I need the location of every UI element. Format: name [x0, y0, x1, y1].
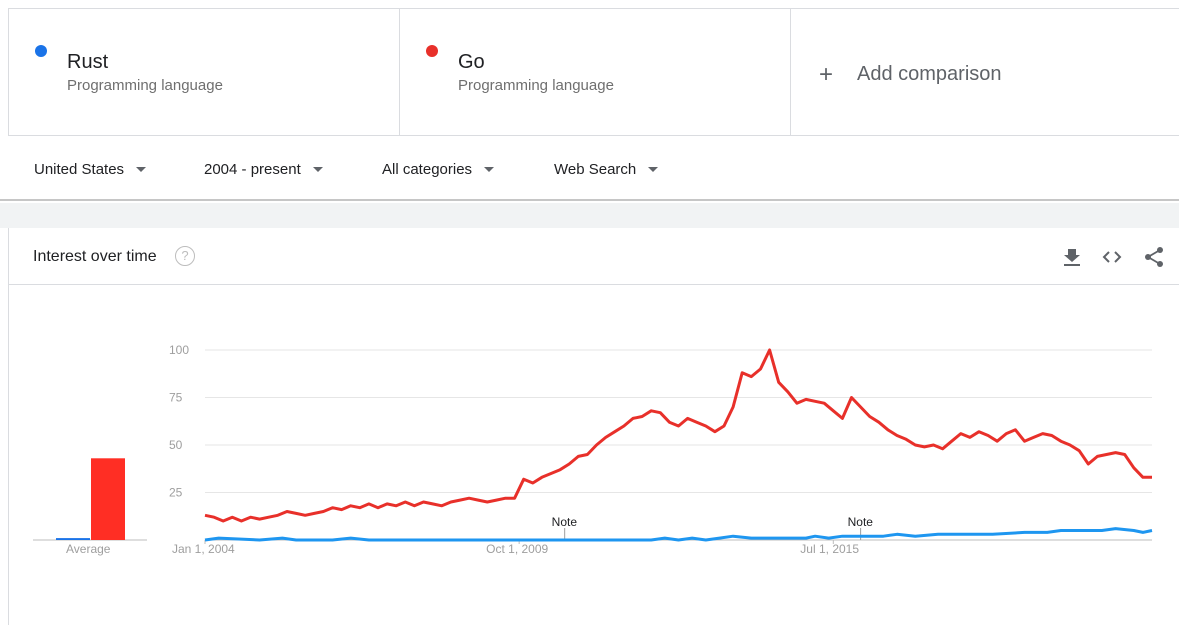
caret-down-icon [648, 167, 659, 172]
term-name: Go [458, 51, 485, 73]
caret-down-icon [484, 167, 495, 172]
chart-header: Interest over time ? [9, 228, 1179, 285]
y-tick-label: 25 [169, 486, 183, 500]
caret-down-icon [312, 167, 323, 172]
note-label: Note [848, 515, 874, 529]
x-tick-label: Jul 1, 2015 [800, 542, 859, 556]
region-dropdown[interactable]: United States [34, 161, 147, 178]
region-label: United States [34, 161, 125, 178]
interest-over-time-card: Interest over time ? 25 50 75 100 Jan 1, 200… [8, 228, 1179, 625]
caret-down-icon [136, 167, 147, 172]
term-type: Programming language [67, 77, 223, 94]
average-bar-rust [56, 538, 90, 540]
embed-code-icon[interactable] [1101, 246, 1123, 268]
help-icon[interactable]: ? [175, 246, 195, 266]
average-bar-go [91, 458, 125, 540]
note-label: Note [552, 515, 578, 529]
add-comparison-wrap: + Add comparison [819, 60, 1002, 88]
series-line-go [204, 348, 1152, 523]
term-name: Rust [67, 51, 109, 73]
add-comparison-button[interactable]: + Add comparison [791, 9, 1179, 135]
add-comparison-label: Add comparison [857, 63, 1002, 85]
search-type-label: Web Search [554, 161, 637, 178]
term-card-rust[interactable]: Rust Programming language [9, 9, 400, 135]
series-line-rust [204, 527, 1153, 542]
term-color-dot [426, 45, 438, 57]
plus-icon: + [819, 60, 834, 88]
filter-bar: United States 2004 - present All categor… [0, 137, 1179, 201]
x-tick-label: Jan 1, 2004 [172, 542, 235, 556]
time-range-dropdown[interactable]: 2004 - present [204, 161, 323, 178]
chart-title: Interest over time [33, 248, 157, 265]
category-label: All categories [382, 161, 473, 178]
term-type: Programming language [458, 77, 614, 94]
y-tick-label: 100 [169, 343, 189, 357]
category-dropdown[interactable]: All categories [382, 161, 495, 178]
download-icon[interactable] [1061, 246, 1083, 268]
interest-chart: 25 50 75 100 Jan 1, 2004 Oct 1, 2009 Jul 1, 20… [33, 343, 1153, 556]
time-range-label: 2004 - present [204, 161, 301, 178]
y-tick-label: 75 [169, 391, 183, 405]
term-card-go[interactable]: Go Programming language [400, 9, 791, 135]
section-gap [0, 203, 1179, 228]
comparison-cards: Rust Programming language Go Programming… [8, 8, 1179, 136]
x-tick-label: Oct 1, 2009 [486, 542, 548, 556]
share-icon[interactable] [1143, 246, 1165, 268]
search-type-dropdown[interactable]: Web Search [554, 161, 659, 178]
term-color-dot [35, 45, 47, 57]
y-tick-label: 50 [169, 438, 183, 452]
average-label: Average [66, 542, 111, 556]
